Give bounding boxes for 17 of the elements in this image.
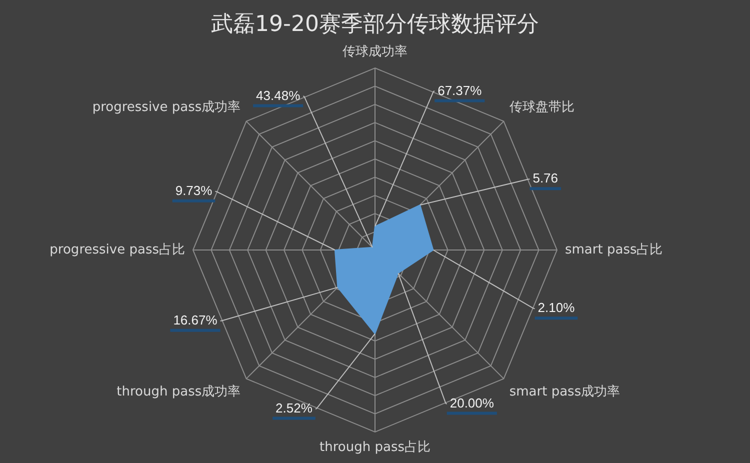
spoke-label: progressive pass占比 <box>50 242 185 258</box>
text: 20.00% <box>450 395 494 410</box>
spoke-label: 传球成功率 <box>342 44 408 60</box>
spoke-label: through pass成功率 <box>116 384 241 400</box>
text: 2.10% <box>538 300 576 316</box>
text: 9.73% <box>175 182 213 198</box>
spoke-label: 传球盘带比 <box>509 100 574 116</box>
spoke-label: smart pass成功率 <box>509 384 620 400</box>
spoke-label: progressive pass成功率 <box>92 99 241 116</box>
text: 2.52% <box>276 400 313 416</box>
text: 43.48% <box>256 88 301 103</box>
spoke-label: through pass占比 <box>320 440 430 456</box>
chart-title: 武磊19-20赛季部分传球数据评分 <box>211 12 539 37</box>
text: 16.67% <box>173 312 218 328</box>
text: 67.37% <box>438 82 482 98</box>
spoke-label: smart pass占比 <box>565 242 663 258</box>
text: 5.76 <box>532 170 558 186</box>
